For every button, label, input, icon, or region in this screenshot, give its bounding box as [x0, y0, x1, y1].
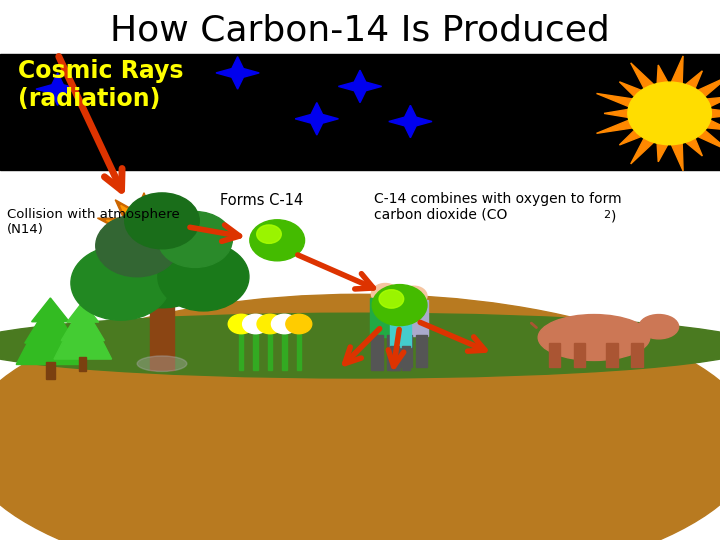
Polygon shape [97, 193, 191, 266]
Circle shape [257, 314, 283, 334]
Text: Collision with atmosphere
(N14): Collision with atmosphere (N14) [7, 208, 180, 236]
Bar [253, 327, 258, 370]
Text: C-14 combines with oxygen to form
carbon dioxide (CO: C-14 combines with oxygen to form carbon… [374, 192, 622, 222]
Circle shape [122, 213, 166, 246]
Ellipse shape [0, 294, 720, 540]
Circle shape [372, 284, 399, 304]
Polygon shape [685, 71, 703, 90]
Bar [400, 335, 413, 367]
Circle shape [125, 193, 199, 249]
Circle shape [628, 82, 711, 145]
Bar [150, 301, 174, 370]
Polygon shape [61, 305, 104, 341]
Polygon shape [32, 298, 69, 322]
Bar [282, 327, 287, 370]
Circle shape [96, 215, 179, 277]
Polygon shape [604, 109, 630, 118]
Circle shape [257, 225, 282, 244]
Polygon shape [67, 302, 99, 322]
Polygon shape [671, 56, 683, 85]
Bar [370, 298, 400, 337]
Circle shape [228, 314, 254, 334]
Polygon shape [705, 119, 720, 130]
Ellipse shape [639, 314, 678, 339]
Bar [390, 321, 410, 347]
Polygon shape [389, 105, 432, 138]
Circle shape [250, 220, 305, 261]
Polygon shape [597, 93, 634, 107]
Polygon shape [619, 82, 643, 98]
Circle shape [379, 289, 404, 308]
Circle shape [286, 314, 312, 334]
Circle shape [158, 212, 233, 267]
Bar [402, 346, 410, 370]
Bar [606, 343, 618, 367]
Circle shape [391, 310, 410, 325]
Polygon shape [631, 63, 654, 90]
Polygon shape [36, 73, 79, 105]
Polygon shape [705, 97, 720, 107]
Polygon shape [107, 200, 181, 259]
Text: How Carbon-14 Is Produced: How Carbon-14 Is Produced [110, 14, 610, 48]
Bar [631, 343, 643, 367]
Polygon shape [54, 302, 112, 359]
Polygon shape [24, 301, 76, 343]
Polygon shape [216, 57, 259, 89]
Polygon shape [657, 142, 668, 162]
Polygon shape [671, 142, 683, 171]
Text: 2: 2 [603, 210, 611, 220]
Polygon shape [17, 299, 85, 364]
Ellipse shape [0, 313, 720, 378]
Bar [371, 335, 384, 370]
Polygon shape [696, 129, 720, 151]
Polygon shape [685, 137, 703, 156]
Polygon shape [597, 119, 634, 133]
Polygon shape [631, 137, 654, 164]
Bar [387, 335, 400, 370]
Circle shape [71, 246, 171, 320]
Ellipse shape [539, 314, 649, 361]
Bar [390, 346, 399, 370]
Circle shape [271, 314, 297, 334]
Polygon shape [338, 70, 382, 103]
Bar [0, 54, 720, 170]
Bar [268, 327, 272, 370]
Polygon shape [657, 65, 668, 85]
Polygon shape [619, 129, 643, 145]
Circle shape [372, 285, 427, 326]
Bar [415, 335, 428, 367]
Circle shape [158, 242, 249, 311]
Circle shape [401, 286, 427, 306]
Polygon shape [295, 103, 338, 135]
Text: ): ) [611, 210, 616, 224]
Bar [46, 362, 55, 379]
Ellipse shape [137, 356, 187, 372]
Text: Forms C-14: Forms C-14 [220, 193, 303, 208]
Text: Cosmic Rays
(radiation): Cosmic Rays (radiation) [18, 59, 184, 111]
Bar [239, 327, 243, 370]
Circle shape [104, 221, 220, 308]
Bar [400, 300, 428, 336]
Bar [549, 343, 560, 367]
Bar [297, 327, 301, 370]
Polygon shape [696, 76, 720, 98]
Polygon shape [709, 109, 720, 118]
Circle shape [243, 314, 269, 334]
Bar [79, 357, 86, 372]
Bar [574, 343, 585, 367]
